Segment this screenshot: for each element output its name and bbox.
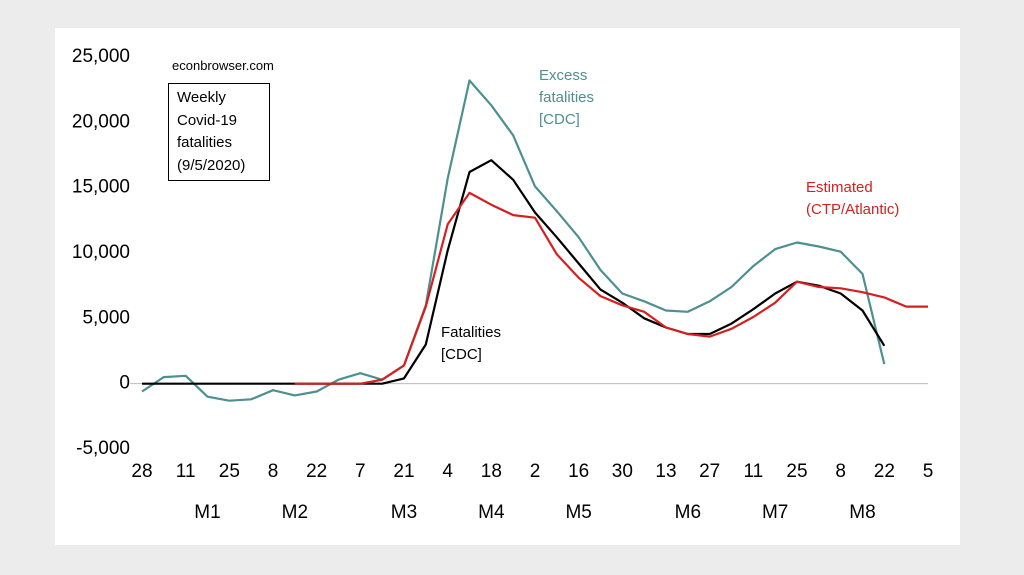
month-label: M8 (849, 502, 875, 523)
x-tick-label: 13 (655, 461, 676, 482)
x-tick-label: 2 (530, 461, 541, 482)
x-tick-label: 5 (923, 461, 934, 482)
month-label: M2 (282, 502, 308, 523)
y-tick-label: 0 (119, 373, 130, 394)
series-line (294, 191, 928, 385)
month-label: M1 (194, 502, 220, 523)
x-tick-label: 21 (393, 461, 414, 482)
chart-subtitle: econbrowser.com (172, 58, 274, 73)
x-tick-label: 22 (306, 461, 327, 482)
month-label: M3 (391, 502, 417, 523)
month-label: M5 (565, 502, 591, 523)
x-tick-label: 30 (612, 461, 633, 482)
x-tick-label: 8 (268, 461, 279, 482)
chart-title: Weekly Covid-19 fatalities (9/5/2020) (168, 83, 270, 181)
y-tick-label: 25,000 (72, 46, 130, 67)
x-tick-label: 16 (568, 461, 589, 482)
series-line (142, 159, 886, 385)
y-tick-label: 15,000 (72, 177, 130, 198)
x-tick-label: 7 (355, 461, 366, 482)
x-tick-label: 8 (835, 461, 846, 482)
x-tick-label: 22 (874, 461, 895, 482)
series-annotation: Excess fatalities [CDC] (539, 67, 595, 128)
month-label: M4 (478, 502, 505, 523)
x-tick-label: 4 (442, 461, 453, 482)
y-tick-label: 10,000 (72, 242, 130, 263)
x-tick-label: 18 (481, 461, 502, 482)
month-label: M6 (675, 502, 701, 523)
month-label: M7 (762, 502, 788, 523)
x-tick-label: 11 (743, 461, 763, 482)
series-annotation: Fatalities [CDC] (441, 324, 502, 363)
x-tick-label: 27 (699, 461, 720, 482)
y-tick-label: 5,000 (82, 307, 130, 328)
x-tick-label: 28 (131, 461, 152, 482)
series-line (141, 79, 886, 402)
x-tick-label: 11 (176, 461, 196, 482)
series-annotation: Estimated (CTP/Atlantic) (806, 179, 900, 218)
x-tick-label: 25 (219, 461, 240, 482)
y-tick-label: 20,000 (72, 111, 130, 132)
x-tick-label: 25 (786, 461, 807, 482)
y-tick-label: -5,000 (76, 438, 130, 459)
